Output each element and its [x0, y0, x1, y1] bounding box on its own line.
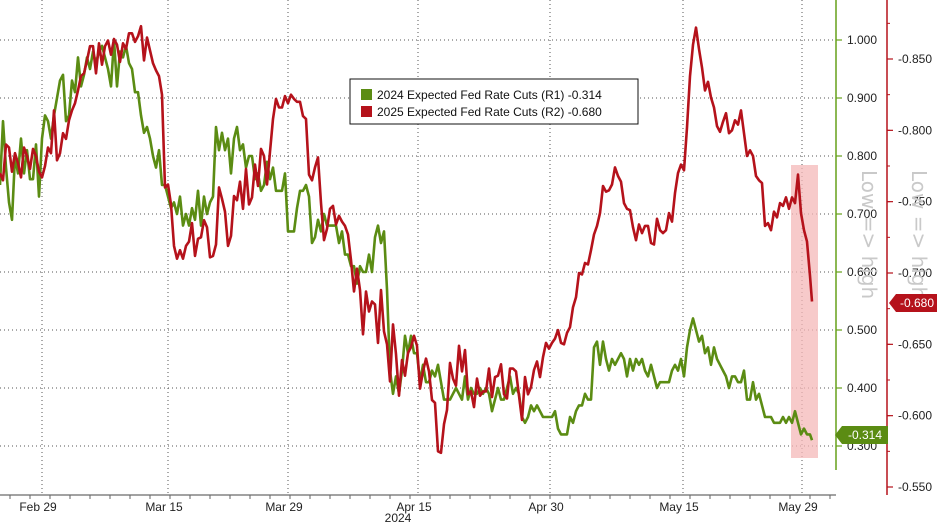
right-axis-title: Low => high [907, 170, 931, 299]
series-line-2024 [0, 38, 814, 441]
x-tick-label: Mar 29 [265, 500, 303, 514]
x-tick-label: May 15 [659, 500, 699, 514]
x-axis: 2024 Feb 29 Mar 15 Mar 29 Apr 15 Apr 30 May 1… [0, 494, 836, 525]
right-tick-label: -0.600 [898, 409, 932, 423]
right-tick-label: -0.850 [898, 52, 932, 66]
right-tick-label: -0.700 [898, 266, 932, 280]
x-tick-label: May 29 [778, 500, 818, 514]
left-tick-label: 0.500 [847, 323, 877, 337]
right-axis: -0.850 -0.800 -0.750 -0.700 -0.650 -0.600 -0.5… [886, 0, 932, 495]
x-tick-label: Apr 30 [528, 500, 564, 514]
left-tick-label: 0.800 [847, 149, 877, 163]
left-tick-label: 0.700 [847, 207, 877, 221]
badge-2025 [889, 294, 937, 312]
legend-label-2025: 2025 Expected Fed Rate Cuts (R2) -0.680 [377, 105, 602, 119]
value-badges: -0.680 -0.314 [835, 294, 937, 444]
highlight-region [791, 165, 818, 458]
legend-swatch-2024 [361, 89, 372, 100]
right-tick-label: -0.650 [898, 337, 932, 351]
left-tick-label: 0.900 [847, 91, 877, 105]
left-tick-label: 0.600 [847, 265, 877, 279]
left-axis-title: Low => high [857, 170, 881, 299]
legend-swatch-2025 [361, 106, 372, 117]
right-tick-label: -0.800 [898, 123, 932, 137]
badge-2024-text: -0.314 [848, 428, 882, 442]
x-year-label: 2024 [385, 511, 412, 525]
left-tick-label: 1.000 [847, 33, 877, 47]
badge-2025-text: -0.680 [900, 296, 934, 310]
legend: 2024 Expected Fed Rate Cuts (R1) -0.314 … [349, 78, 639, 125]
grid-lines [0, 0, 836, 495]
series-line-2025 [0, 24, 814, 455]
x-tick-label: Feb 29 [19, 500, 57, 514]
right-tick-label: -0.550 [898, 480, 932, 494]
left-tick-label: 0.400 [847, 381, 877, 395]
series-layer [0, 24, 814, 455]
legend-label-2024: 2024 Expected Fed Rate Cuts (R1) -0.314 [377, 88, 602, 102]
legend-box [349, 78, 639, 125]
x-tick-label: Mar 15 [145, 500, 183, 514]
badge-2024 [835, 426, 888, 444]
right-tick-label: -0.750 [898, 195, 932, 209]
x-tick-label: Apr 15 [396, 500, 432, 514]
